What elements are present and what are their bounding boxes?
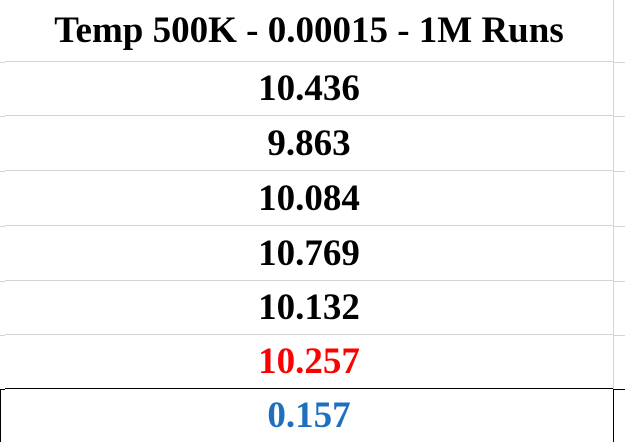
average-value: 10.257 [258, 341, 360, 382]
cell-value: 10.084 [258, 177, 360, 219]
deviation-border-left [0, 389, 1, 442]
average-cell[interactable]: 10.257 [5, 335, 613, 389]
cell-value: 10.436 [258, 68, 360, 109]
deviation-value: 0.157 [267, 395, 351, 436]
header-text: Temp 500K - 0.00015 - 1M Runs [54, 10, 564, 51]
right-column-stub[interactable] [614, 0, 625, 442]
cell-value: 9.863 [267, 122, 351, 164]
data-column: Temp 500K - 0.00015 - 1M Runs 10.436 9.8… [5, 0, 614, 442]
deviation-cell[interactable]: 0.157 [5, 389, 613, 442]
value-cell-2[interactable]: 9.863 [5, 116, 613, 171]
value-cell-1[interactable]: 10.436 [5, 62, 613, 116]
cell-value: 10.132 [258, 287, 360, 328]
left-column-stub[interactable] [0, 0, 5, 442]
value-cell-4[interactable]: 10.769 [5, 226, 613, 281]
deviation-border-right [613, 389, 614, 442]
header-cell[interactable]: Temp 500K - 0.00015 - 1M Runs [5, 0, 613, 62]
cell-value: 10.769 [258, 232, 360, 274]
value-cell-5[interactable]: 10.132 [5, 281, 613, 335]
value-cell-3[interactable]: 10.084 [5, 171, 613, 226]
